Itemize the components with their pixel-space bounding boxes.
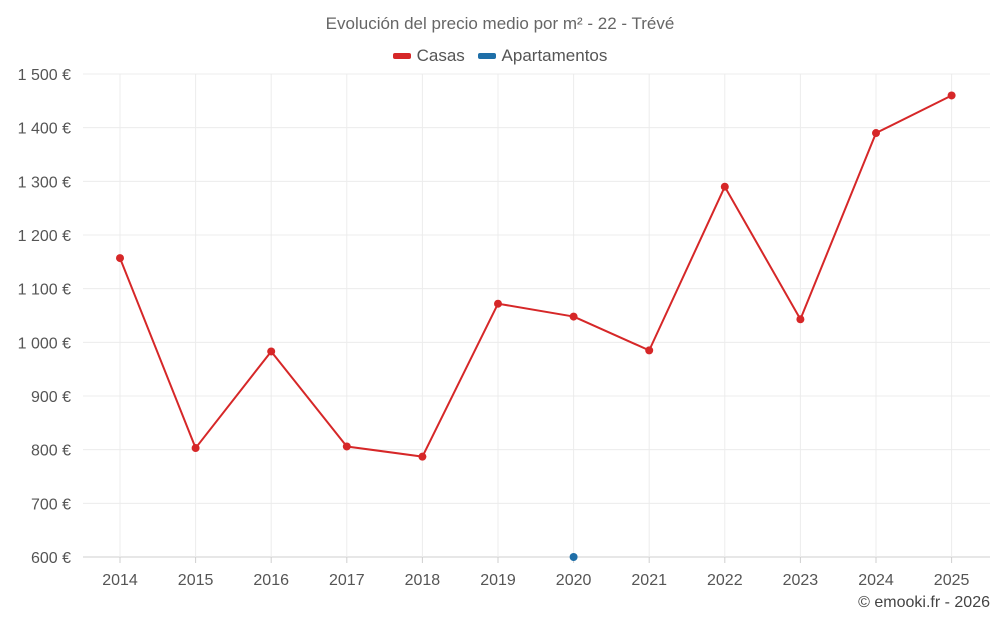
x-tick-label: 2022 — [707, 572, 743, 589]
data-point — [947, 91, 956, 100]
data-point — [267, 347, 276, 356]
data-point — [872, 129, 880, 138]
data-point — [342, 442, 351, 451]
y-tick-label: 1 300 € — [18, 174, 71, 191]
y-tick-label: 1 400 € — [18, 121, 71, 138]
data-point — [191, 444, 200, 453]
data-point — [796, 315, 805, 324]
x-tick-label: 2018 — [405, 572, 441, 589]
y-tick-label: 1 000 € — [18, 335, 71, 352]
x-tick-label: 2021 — [631, 572, 667, 589]
data-point — [418, 452, 427, 461]
legend-item-casas[interactable]: Casas — [392, 46, 465, 66]
chart-title: Evolución del precio medio por m² - 22 -… — [325, 14, 675, 33]
x-tick-label: 2025 — [934, 572, 970, 589]
chart-legend: Casas Apartamentos — [0, 44, 1000, 66]
x-tick-label: 2017 — [329, 572, 365, 589]
data-point — [569, 553, 578, 561]
y-tick-label: 1 100 € — [18, 282, 71, 299]
legend-label-casas: Casas — [416, 46, 465, 65]
y-tick-label: 800 € — [31, 443, 71, 460]
x-tick-label: 2015 — [178, 572, 214, 589]
data-point — [720, 182, 729, 191]
y-tick-label: 600 € — [31, 550, 71, 567]
copyright-credit: © emooki.fr - 2026 — [858, 594, 990, 611]
legend-swatch-casas — [392, 53, 411, 59]
legend-item-apartamentos[interactable]: Apartamentos — [477, 46, 608, 66]
x-tick-label: 2014 — [102, 572, 138, 589]
data-point — [569, 312, 578, 321]
x-tick-label: 2016 — [253, 572, 289, 589]
data-point — [494, 299, 502, 308]
y-tick-label: 900 € — [31, 389, 71, 406]
y-tick-label: 1 500 € — [18, 67, 71, 84]
x-tick-label: 2023 — [783, 572, 819, 589]
x-tick-label: 2024 — [858, 572, 894, 589]
legend-swatch-apartamentos — [477, 53, 496, 59]
y-tick-label: 700 € — [31, 496, 71, 513]
legend-label-apartamentos: Apartamentos — [501, 46, 608, 65]
series-line-0 — [119, 94, 953, 458]
data-point — [116, 254, 124, 263]
data-point — [645, 346, 654, 355]
x-tick-label: 2019 — [480, 572, 516, 589]
x-tick-label: 2020 — [556, 572, 592, 589]
y-tick-label: 1 200 € — [18, 228, 71, 245]
